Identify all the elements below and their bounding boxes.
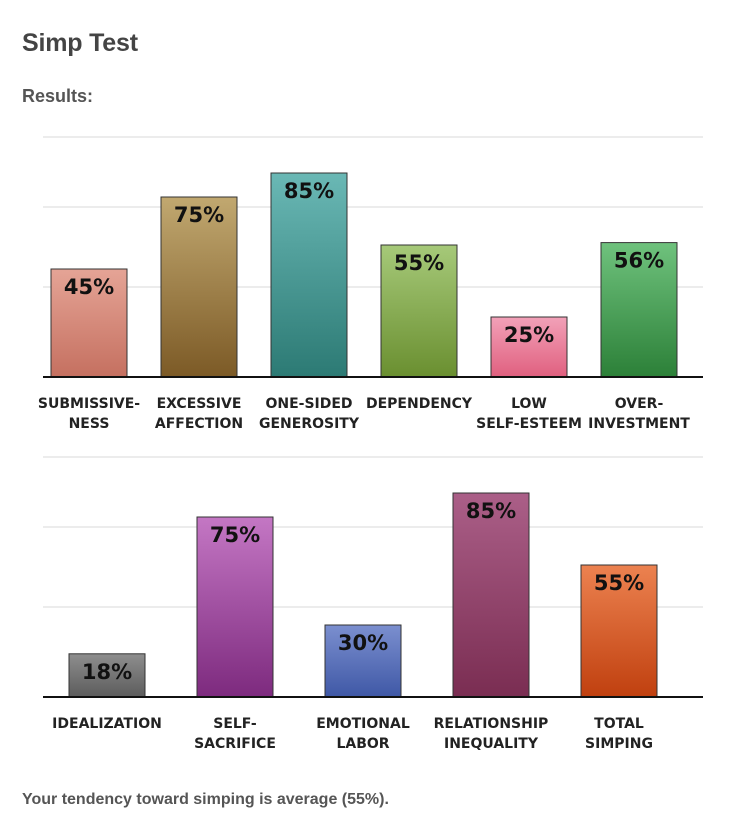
category-label: DEPENDENCY — [366, 396, 473, 412]
category-label: SUBMISSIVE- — [38, 396, 140, 412]
data-label: 30% — [338, 631, 388, 655]
category-label: SACRIFICE — [194, 736, 276, 752]
chart-2: 18% IDEALIZATION 75% SELF- SACRIFICE 30% EMOTI… — [43, 456, 703, 752]
bar — [324, 624, 402, 698]
data-label: 75% — [174, 203, 224, 227]
category-label: OVER- — [615, 396, 664, 412]
category-label: TOTAL — [594, 716, 644, 732]
bar — [380, 244, 458, 378]
category-label: LABOR — [336, 736, 389, 752]
bar — [160, 196, 238, 378]
category-label: LOW — [511, 396, 547, 412]
bar — [452, 492, 530, 698]
summary-text: Your tendency toward simping is average … — [22, 791, 389, 808]
data-label: 75% — [210, 523, 260, 547]
category-label: ONE-SIDED — [265, 396, 352, 412]
data-label: 55% — [394, 251, 444, 275]
category-label: EMOTIONAL — [316, 716, 410, 732]
category-label: IDEALIZATION — [52, 716, 162, 732]
page-title: Simp Test — [22, 29, 138, 57]
category-label: EXCESSIVE — [157, 396, 242, 412]
chart-1: 45% SUBMISSIVE- NESS 75% EXCESSIVE AFFECTION 8… — [38, 136, 703, 432]
data-label: 85% — [284, 179, 334, 203]
data-label: 25% — [504, 323, 554, 347]
data-label: 85% — [466, 499, 516, 523]
bar — [50, 268, 128, 378]
category-label: SIMPING — [585, 736, 653, 752]
category-label: AFFECTION — [155, 416, 243, 432]
data-label: 45% — [64, 275, 114, 299]
category-label: GENEROSITY — [259, 416, 360, 432]
category-label: INVESTMENT — [588, 416, 690, 432]
bar — [196, 516, 274, 698]
bar — [580, 564, 658, 698]
category-label: NESS — [69, 416, 110, 432]
category-label: SELF-ESTEEM — [476, 416, 582, 432]
results-label: Results: — [22, 86, 94, 106]
data-label: 55% — [594, 571, 644, 595]
bar — [68, 653, 146, 698]
category-label: SELF- — [213, 716, 257, 732]
category-label: RELATIONSHIP — [434, 716, 549, 732]
category-label: INEQUALITY — [444, 736, 539, 752]
bar — [270, 172, 348, 378]
data-label: 18% — [82, 660, 132, 684]
data-label: 56% — [614, 249, 664, 273]
